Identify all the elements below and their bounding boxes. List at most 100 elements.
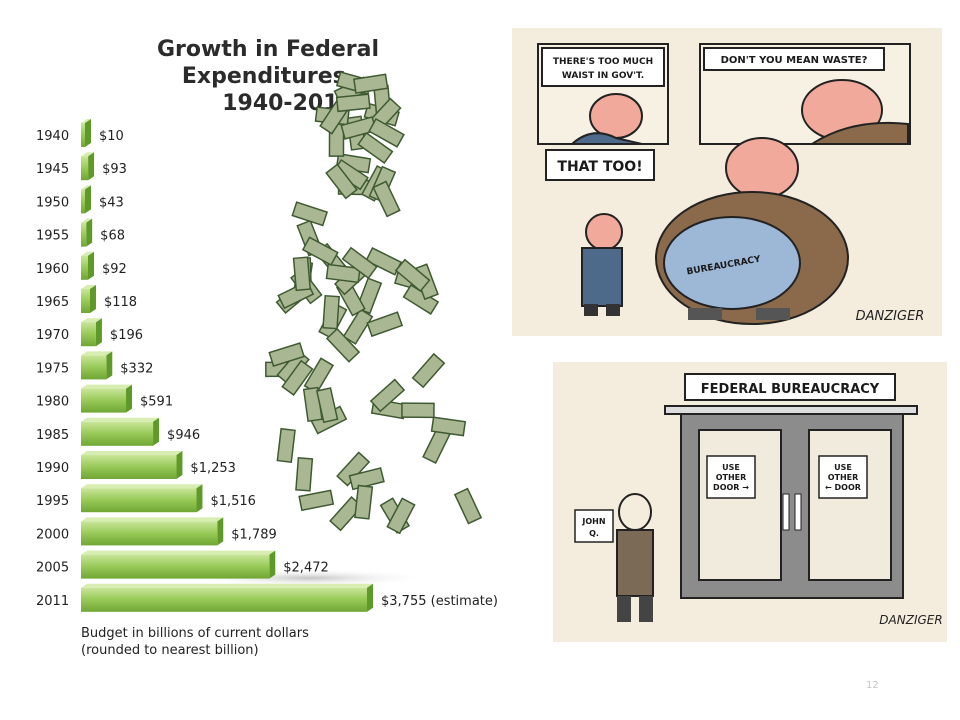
dollar-bill xyxy=(368,117,405,148)
bureaucracy-sign: FEDERAL BUREAUCRACY xyxy=(701,382,880,397)
bar xyxy=(81,583,373,612)
bar xyxy=(81,251,95,280)
bar xyxy=(81,119,91,147)
bar-side-face xyxy=(196,484,203,513)
y-tick-label: 1975 xyxy=(36,361,69,376)
bar-front-face xyxy=(81,455,177,479)
dollar-bill xyxy=(372,180,401,218)
y-tick-label: 2000 xyxy=(36,527,69,542)
dollar-bill xyxy=(322,294,340,330)
bar-front-face xyxy=(81,189,85,214)
dollar-bill xyxy=(325,263,361,284)
bar-side-face xyxy=(106,351,113,380)
chart-title: Growth in Federal Expenditures, 1940-201… xyxy=(88,36,468,117)
y-tick-label: 1955 xyxy=(36,229,69,244)
dollar-bill xyxy=(281,359,314,396)
dollar-bill xyxy=(268,342,305,367)
bar-front-face xyxy=(81,322,96,347)
bar-front-face xyxy=(81,222,87,247)
expenditure-bar-chart: 1940 $10 1945 $93 1950 $43 1955 $68 1960 $92 1965 $… xyxy=(36,71,498,612)
door-right-sign-1: USE xyxy=(834,463,852,472)
bar xyxy=(81,185,91,214)
door-right-sign-3: ← DOOR xyxy=(825,483,861,492)
bubble-waist-line1: THERE'S TOO MUCH xyxy=(553,57,653,67)
bar-value-label: $1,516 xyxy=(210,494,256,509)
bar-front-face xyxy=(81,156,89,181)
bar-value-label: $68 xyxy=(100,229,125,244)
small-man-body xyxy=(581,247,623,307)
bar-top-face xyxy=(81,517,224,522)
bar-side-face xyxy=(86,218,93,247)
bar-top-face xyxy=(81,583,373,588)
bar-top-face xyxy=(81,285,96,289)
bar xyxy=(81,285,96,313)
bubble-waste: DON'T YOU MEAN WASTE? xyxy=(721,55,868,66)
bar-front-face xyxy=(81,421,154,446)
bar xyxy=(81,517,224,546)
bar-top-face xyxy=(81,185,91,190)
footnote-line-1: Budget in billions of current dollars xyxy=(81,626,309,641)
bar-top-face xyxy=(81,119,91,123)
y-tick-label: 1980 xyxy=(36,395,69,410)
y-tick-label: 1995 xyxy=(36,494,69,509)
door-left-glass xyxy=(698,429,782,581)
bar-front-face xyxy=(81,123,85,147)
bar-side-face xyxy=(85,119,91,147)
bar xyxy=(81,152,95,181)
bar xyxy=(81,351,113,380)
bar-front-face xyxy=(81,355,107,380)
y-tick-label: 1940 xyxy=(36,129,69,144)
dollar-bill xyxy=(348,467,385,491)
bar-top-face xyxy=(81,484,203,489)
bar xyxy=(81,484,203,513)
dollar-bill xyxy=(298,489,335,512)
bar-side-face xyxy=(95,318,102,347)
bar-side-face xyxy=(269,550,276,579)
door-left-sign-3: DOOR → xyxy=(713,483,749,492)
bar-side-face xyxy=(88,251,95,280)
bar xyxy=(81,318,102,347)
big-man-head-2 xyxy=(725,137,799,199)
y-tick-label: 1950 xyxy=(36,195,69,210)
y-tick-label: 1960 xyxy=(36,262,69,277)
dollar-bill xyxy=(335,93,371,113)
dollar-bill xyxy=(352,73,389,94)
y-tick-label: 1945 xyxy=(36,162,69,177)
bar-side-face xyxy=(153,417,160,446)
bar-top-face xyxy=(81,152,95,157)
bar xyxy=(81,451,183,479)
door-right-glass xyxy=(808,429,892,581)
dollar-bill xyxy=(430,416,467,437)
door-right-sign-2: OTHER xyxy=(828,473,859,482)
dollar-bill xyxy=(295,457,314,492)
door-left-sign-2: OTHER xyxy=(716,473,747,482)
cartoon-signature-bottom: DANZIGER xyxy=(879,613,942,627)
dollar-bill xyxy=(325,327,361,363)
john-q-head xyxy=(618,493,652,531)
cartoon-signature-top: DANZIGER xyxy=(856,309,925,324)
small-man-head-1 xyxy=(589,93,643,139)
bar-front-face xyxy=(81,521,218,546)
slide-number: 12 xyxy=(866,680,879,691)
dollar-bill xyxy=(357,131,394,165)
bar-value-label: $196 xyxy=(110,328,143,343)
falling-money-illustration xyxy=(265,71,483,535)
bar-top-face xyxy=(81,417,160,422)
bar-top-face xyxy=(81,351,113,356)
dollar-bill xyxy=(291,201,329,227)
bar xyxy=(81,550,276,579)
bar-front-face xyxy=(81,587,367,612)
bar-value-label: $332 xyxy=(120,361,153,376)
dollar-bill xyxy=(342,308,374,345)
bar-front-face xyxy=(81,289,90,313)
bar xyxy=(81,417,160,446)
bar-value-label: $93 xyxy=(102,162,127,177)
bar-side-face xyxy=(126,384,133,413)
dollar-bill xyxy=(369,378,406,413)
dollar-bill xyxy=(394,258,431,293)
dollar-bill xyxy=(276,427,296,463)
dollar-bill xyxy=(354,484,374,520)
small-man-head-2 xyxy=(585,213,623,251)
bar-top-face xyxy=(81,318,102,323)
cartoon-federal-bureaucracy: FEDERAL BUREAUCRACY USE OTHER DOOR → USE… xyxy=(553,362,947,642)
